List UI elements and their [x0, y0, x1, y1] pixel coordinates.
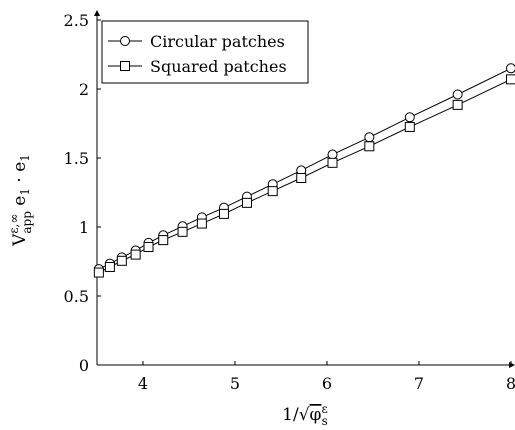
data-point-squared [104, 262, 115, 273]
x-tick-label-4: 4 [138, 374, 148, 393]
data-point-squared [506, 74, 515, 85]
y-tick-label-0.5: 0.5 [64, 287, 89, 306]
legend-box [101, 20, 309, 84]
x-tick-label-5: 5 [230, 374, 240, 393]
y-axis-arrow [94, 10, 100, 16]
data-point-squared [267, 186, 278, 197]
data-point-squared [158, 235, 169, 246]
data-point-squared [130, 249, 141, 260]
data-point-squared [196, 218, 207, 229]
data-point-squared [296, 173, 307, 184]
legend-label-squared: Squared patches [150, 57, 287, 76]
y-tick-label-2.5: 2.5 [64, 11, 89, 30]
series-layer [93, 63, 515, 278]
y-tick-label-1: 1 [79, 218, 89, 237]
x-tick-label-6: 6 [322, 374, 332, 393]
data-point-circular [404, 112, 415, 123]
data-point-squared [327, 157, 338, 168]
y-tick-label-0: 0 [79, 356, 89, 375]
y-axis-label: Vε,∞app e1 · e1 [7, 154, 34, 247]
data-point-circular [364, 132, 375, 143]
data-point-circular [327, 149, 338, 160]
legend-marker-square [120, 61, 130, 71]
legend-marker-circle [120, 36, 130, 46]
data-point-squared [143, 242, 154, 253]
axes: 4 5 6 7 8 0 0.5 1 1.5 2 2.5 [64, 10, 515, 393]
x-tick-label-8: 8 [506, 374, 515, 393]
data-point-squared [116, 255, 127, 266]
legend-label-circular: Circular patches [150, 32, 285, 51]
legend: Circular patches Squared patches [101, 20, 309, 84]
data-point-circular [506, 63, 515, 74]
y-tick-label-1.5: 1.5 [64, 149, 89, 168]
x-tick-label-7: 7 [414, 374, 424, 393]
data-point-squared [93, 267, 104, 278]
data-point-squared [364, 141, 375, 152]
x-axis-arrow [509, 362, 515, 368]
data-point-squared [452, 99, 463, 110]
y-tick-label-2: 2 [79, 80, 89, 99]
data-point-squared [404, 121, 415, 132]
data-point-squared [241, 197, 252, 208]
x-axis-label: 1/√φε s [282, 402, 328, 428]
data-point-circular [452, 89, 463, 100]
data-point-squared [218, 208, 229, 219]
data-point-squared [177, 226, 188, 237]
